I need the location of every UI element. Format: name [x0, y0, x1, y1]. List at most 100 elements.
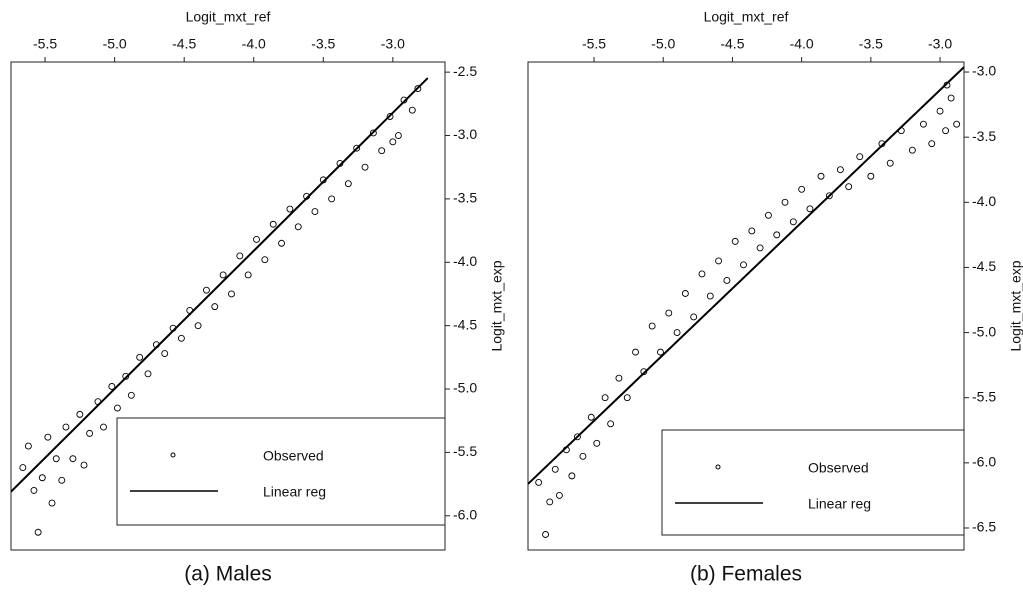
point: [665, 309, 673, 317]
caption: (a) Males: [184, 563, 272, 586]
x-tick-label: -5.0: [103, 36, 127, 52]
x-tick-label: -4.5: [720, 36, 744, 52]
y-tick-label: -4.0: [453, 253, 477, 269]
point: [773, 231, 781, 239]
point: [311, 208, 319, 216]
point: [69, 455, 77, 463]
point: [76, 410, 84, 418]
point: [52, 455, 60, 463]
point: [756, 244, 764, 252]
point: [748, 227, 756, 235]
legend-label: Linear reg: [263, 484, 326, 500]
point: [632, 348, 639, 356]
point: [886, 159, 894, 167]
y-tick-label: -3.0: [972, 63, 996, 79]
point: [211, 303, 219, 311]
point: [568, 472, 576, 480]
point: [836, 166, 844, 174]
point: [244, 271, 252, 279]
y-tick-label: -5.0: [972, 323, 996, 339]
point: [546, 498, 554, 506]
point: [86, 429, 94, 437]
point: [715, 257, 723, 265]
point: [344, 180, 352, 188]
point: [908, 146, 916, 154]
point: [731, 237, 739, 245]
legend-label: Observed: [263, 448, 324, 464]
legend-label: Observed: [808, 460, 869, 476]
point: [58, 476, 66, 484]
x-tick-label: -5.5: [582, 36, 606, 52]
x-tick-label: -4.0: [242, 36, 266, 52]
point: [607, 420, 615, 428]
point: [414, 85, 422, 93]
y-tick-label: -5.5: [453, 443, 477, 459]
point: [19, 464, 27, 472]
x-tick-label: -3.5: [859, 36, 883, 52]
point: [253, 236, 260, 243]
point: [936, 107, 944, 115]
point: [386, 113, 394, 120]
point: [698, 270, 706, 278]
y-tick-label: -4.0: [972, 193, 996, 209]
point: [856, 153, 864, 161]
y-tick-label: -3.0: [453, 126, 477, 142]
point: [919, 120, 927, 128]
point: [845, 183, 853, 191]
regression-line: [528, 66, 964, 485]
point: [219, 271, 227, 279]
point: [740, 261, 747, 269]
point: [194, 322, 202, 330]
plot-frame: [10, 61, 446, 551]
point: [615, 374, 623, 382]
point: [408, 106, 416, 114]
point: [236, 252, 244, 260]
point: [38, 474, 46, 482]
y-tick-label: -6.5: [972, 519, 996, 535]
point: [825, 192, 833, 200]
legend-box: [661, 429, 965, 536]
point: [781, 198, 789, 206]
point: [202, 286, 210, 294]
point: [127, 391, 135, 399]
point: [389, 138, 397, 146]
point: [587, 413, 595, 421]
y-tick-label: -5.5: [972, 388, 996, 404]
point: [593, 439, 601, 447]
point: [798, 185, 806, 193]
point: [228, 290, 235, 298]
x-axis-label: Logit_mxt_ref: [186, 9, 271, 25]
point: [48, 499, 56, 507]
point: [623, 394, 631, 402]
x-tick-label: -5.5: [33, 36, 57, 52]
legend-box: [116, 417, 446, 526]
point: [269, 220, 277, 228]
point: [947, 94, 955, 102]
point: [161, 350, 169, 357]
point: [764, 211, 772, 219]
x-tick-label: -3.0: [381, 36, 405, 52]
point: [100, 423, 107, 431]
point: [80, 461, 88, 469]
point: [177, 334, 185, 342]
y-tick-label: -2.5: [453, 63, 477, 79]
y-tick-label: -3.5: [972, 128, 996, 144]
caption: (b) Females: [690, 563, 802, 586]
point: [535, 478, 543, 486]
point: [681, 290, 689, 297]
point: [122, 372, 130, 380]
legend-label: Linear reg: [808, 496, 871, 512]
point: [113, 404, 121, 412]
y-axis-label: Logit_mxt_exp: [489, 260, 505, 351]
point: [817, 172, 825, 180]
plot-frame: [527, 61, 965, 551]
y-axis-label: Logit_mxt_exp: [1008, 260, 1023, 351]
point: [261, 256, 269, 264]
legend-marker: [170, 452, 176, 458]
y-tick-label: -4.5: [453, 316, 477, 332]
point: [673, 329, 681, 337]
point: [551, 465, 559, 473]
point: [942, 127, 950, 135]
point: [648, 322, 656, 330]
